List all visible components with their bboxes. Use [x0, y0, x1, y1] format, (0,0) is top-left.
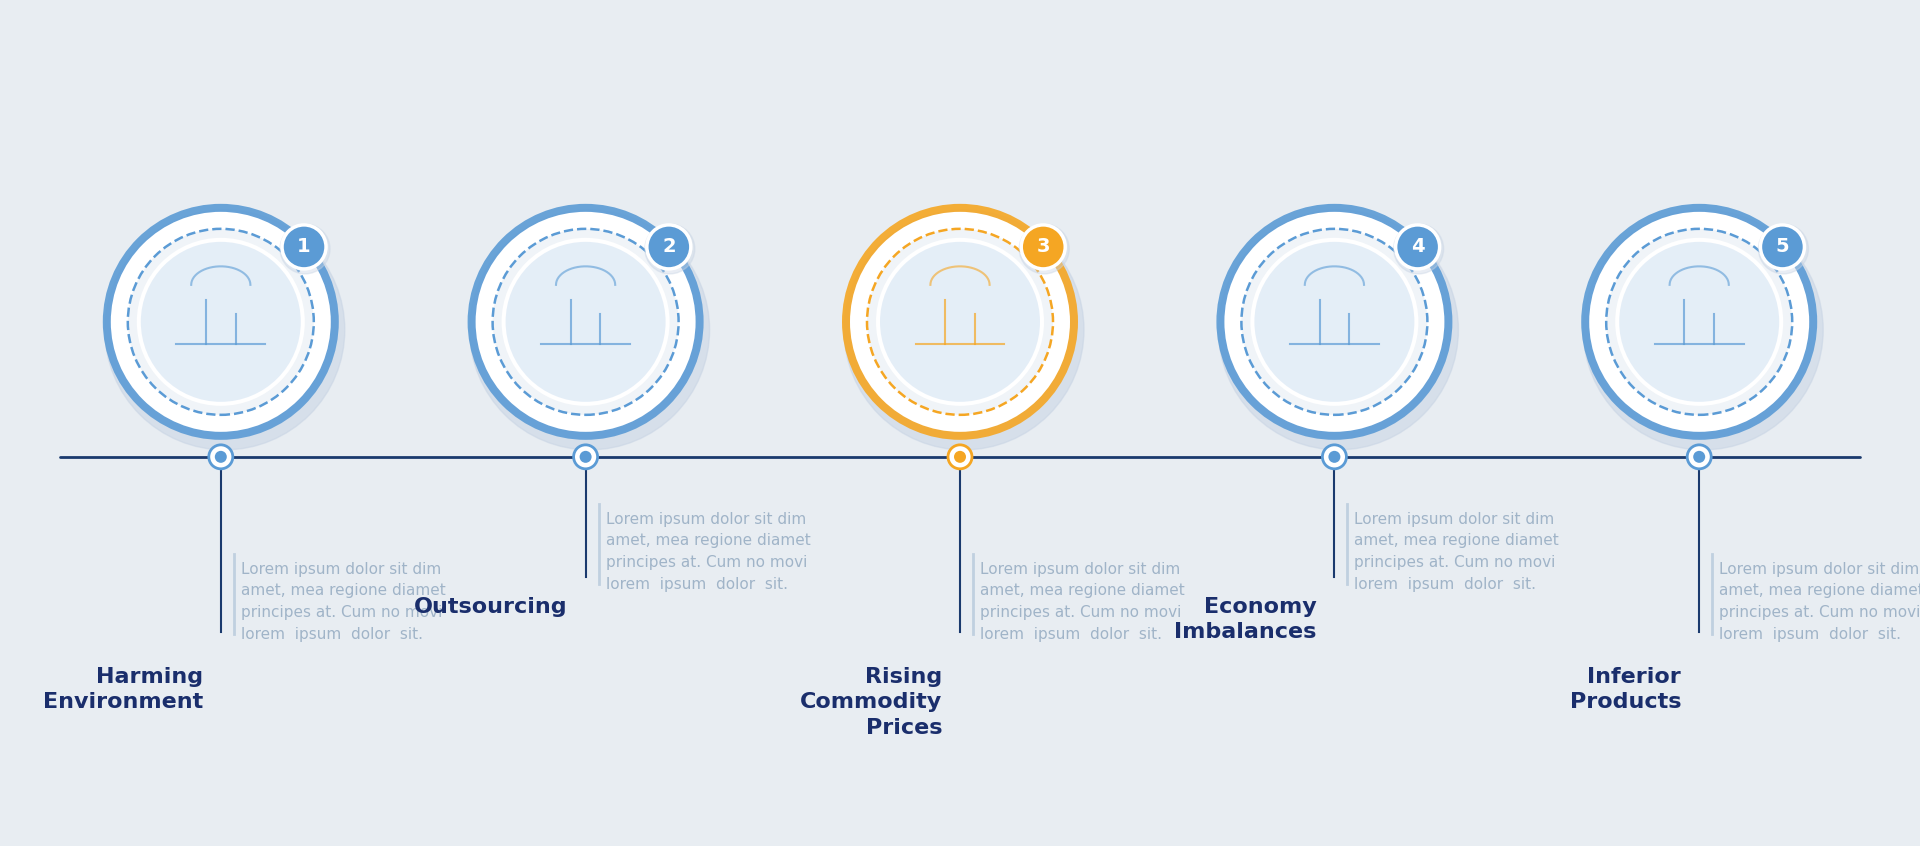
Circle shape: [468, 204, 703, 440]
Text: Lorem ipsum dolor sit dim
amet, mea regione diamet
principes at. Cum no movi
lor: Lorem ipsum dolor sit dim amet, mea regi…: [240, 562, 445, 641]
Circle shape: [140, 242, 301, 402]
Circle shape: [476, 212, 695, 431]
Circle shape: [1225, 212, 1444, 431]
Circle shape: [1759, 224, 1809, 274]
Circle shape: [215, 451, 227, 463]
Circle shape: [580, 451, 591, 463]
Circle shape: [1761, 225, 1805, 269]
Circle shape: [868, 228, 1052, 415]
Circle shape: [1250, 238, 1419, 406]
Text: 2: 2: [662, 238, 676, 256]
Text: Rising
Commodity
Prices: Rising Commodity Prices: [801, 667, 943, 738]
Circle shape: [1021, 225, 1066, 269]
Circle shape: [280, 224, 330, 274]
Circle shape: [879, 242, 1041, 402]
Circle shape: [1607, 228, 1791, 415]
Circle shape: [111, 212, 330, 431]
Circle shape: [282, 225, 326, 269]
Text: Inferior
Products: Inferior Products: [1571, 667, 1682, 712]
Circle shape: [876, 238, 1044, 406]
Circle shape: [209, 445, 232, 469]
Circle shape: [1254, 242, 1415, 402]
Circle shape: [851, 212, 1069, 431]
Text: 5: 5: [1776, 238, 1789, 256]
Circle shape: [136, 238, 305, 406]
Text: 1: 1: [298, 238, 311, 256]
Circle shape: [1688, 445, 1711, 469]
Text: Economy
Imbalances: Economy Imbalances: [1173, 596, 1317, 642]
Circle shape: [1217, 204, 1452, 440]
Circle shape: [845, 210, 1085, 450]
Text: Lorem ipsum dolor sit dim
amet, mea regione diamet
principes at. Cum no movi
lor: Lorem ipsum dolor sit dim amet, mea regi…: [979, 562, 1185, 641]
Text: Harming
Environment: Harming Environment: [42, 667, 204, 712]
Text: Lorem ipsum dolor sit dim
amet, mea regione diamet
principes at. Cum no movi
lor: Lorem ipsum dolor sit dim amet, mea regi…: [605, 512, 810, 591]
Circle shape: [1619, 242, 1780, 402]
Text: Lorem ipsum dolor sit dim
amet, mea regione diamet
principes at. Cum no movi
lor: Lorem ipsum dolor sit dim amet, mea regi…: [1354, 512, 1559, 591]
Circle shape: [493, 228, 678, 415]
Circle shape: [954, 451, 966, 463]
Circle shape: [1020, 224, 1069, 274]
Circle shape: [647, 225, 691, 269]
Text: Outsourcing: Outsourcing: [415, 596, 568, 617]
Circle shape: [1219, 210, 1459, 450]
Circle shape: [1590, 212, 1809, 431]
Circle shape: [1242, 228, 1427, 415]
Circle shape: [1323, 445, 1346, 469]
Circle shape: [106, 210, 346, 450]
Circle shape: [1582, 204, 1816, 440]
Text: Lorem ipsum dolor sit dim
amet, mea regione diamet
principes at. Cum no movi
lor: Lorem ipsum dolor sit dim amet, mea regi…: [1718, 562, 1920, 641]
Circle shape: [501, 238, 670, 406]
Circle shape: [129, 228, 313, 415]
Text: 4: 4: [1411, 238, 1425, 256]
Circle shape: [1394, 224, 1444, 274]
Circle shape: [843, 204, 1077, 440]
Circle shape: [574, 445, 597, 469]
Circle shape: [645, 224, 695, 274]
Circle shape: [948, 445, 972, 469]
Circle shape: [104, 204, 338, 440]
Circle shape: [1615, 238, 1784, 406]
Circle shape: [1584, 210, 1824, 450]
Circle shape: [470, 210, 710, 450]
Circle shape: [505, 242, 666, 402]
Circle shape: [1396, 225, 1440, 269]
Circle shape: [1693, 451, 1705, 463]
Circle shape: [1329, 451, 1340, 463]
Text: 3: 3: [1037, 238, 1050, 256]
